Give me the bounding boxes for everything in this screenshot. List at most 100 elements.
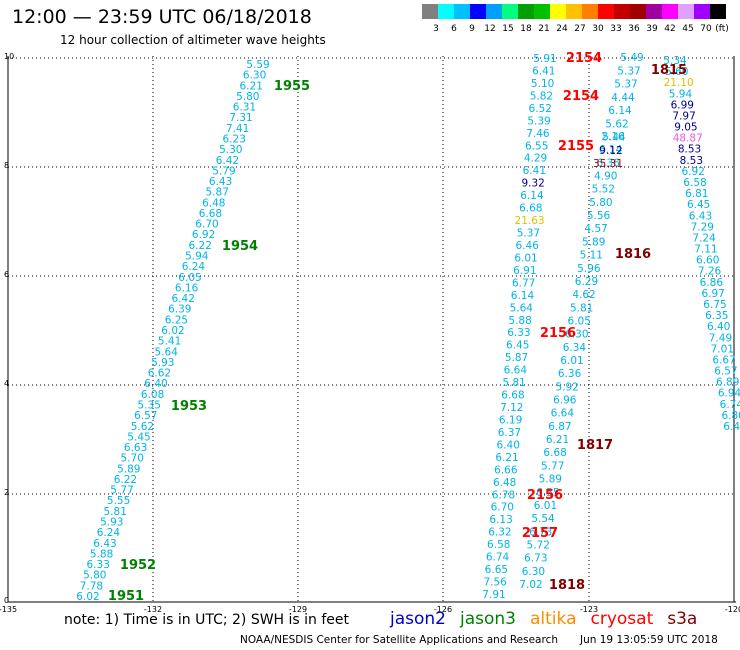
wave-height-value: 6.32: [488, 527, 511, 539]
wave-height-value: 6.92: [681, 166, 704, 178]
wave-height-value: 8.53: [680, 155, 703, 167]
legend-unit: (ft): [715, 24, 729, 34]
wave-height-value: 6.55: [525, 140, 548, 152]
wave-height-value: 5.35: [138, 399, 161, 411]
wave-height-value: 7.24: [692, 232, 716, 244]
wave-height-value: 6.67: [712, 354, 735, 366]
wave-height-value: 6.30: [522, 566, 545, 578]
y-tick-label: 2: [4, 488, 9, 497]
wave-height-value: 6.01: [560, 355, 583, 367]
legend-swatch: [438, 4, 454, 19]
legend-label: 70: [700, 24, 712, 34]
wave-height-value: 5.89: [582, 236, 605, 248]
wave-height-value: 5.89: [539, 474, 562, 486]
legend-swatch: [614, 4, 630, 19]
wave-height-value: 6.64: [551, 408, 575, 420]
wave-height-value: 7.97: [672, 110, 695, 122]
wave-height-value: 6.40: [497, 439, 520, 451]
pass-time-label: 2154: [563, 89, 599, 104]
legend-swatch: [646, 4, 662, 19]
pass-time-label: 2155: [558, 139, 594, 154]
wave-height-value: 6.80: [721, 410, 740, 422]
wave-height-value: 6.43: [93, 538, 116, 550]
legend-swatch: [694, 4, 710, 19]
legend-swatch: [486, 4, 502, 19]
wave-height-value: 7.02: [519, 579, 542, 591]
wave-height-value: 5.64: [155, 346, 179, 358]
legend-label: 30: [592, 24, 604, 34]
wave-height-value: 5.88: [90, 548, 113, 560]
wave-height-value: 6.14: [511, 290, 535, 302]
wave-height-value: 7.12: [500, 402, 523, 414]
legend-label: 15: [502, 24, 514, 34]
wave-height-value: 4.90: [594, 171, 617, 183]
wave-height-value: 6.74: [720, 399, 740, 411]
pass-time-label: 1952: [120, 558, 156, 573]
wave-height-value: 4.29: [524, 153, 547, 165]
wave-height-value: 6.01: [534, 500, 557, 512]
wave-height-value: 5.62: [131, 421, 154, 433]
y-tick-label: 6: [4, 270, 9, 279]
wave-height-value: 5.92: [555, 381, 578, 393]
wave-height-value: 6.64: [504, 365, 528, 377]
units-note: note: 1) Time is in UTC; 2) SWH is in fe…: [64, 612, 350, 628]
wave-height-value: 6.48: [493, 477, 516, 489]
wave-height-value: 8.53: [678, 144, 701, 156]
y-tick-label: 4: [4, 379, 9, 388]
wave-height-value: 6.43: [689, 210, 712, 222]
wave-height-value: 5.59: [246, 59, 269, 71]
wave-height-value: 6.91: [513, 265, 536, 277]
x-tick-label: -120: [725, 605, 740, 614]
wave-height-value: 6.19: [499, 414, 522, 426]
legend-swatch: [550, 4, 566, 19]
wave-height-value: 5.45: [127, 431, 150, 443]
legend-swatch: [534, 4, 550, 19]
wave-height-value: 6.68: [543, 447, 566, 459]
wave-height-value: 5.70: [121, 453, 144, 465]
wave-height-value: 6.16: [175, 282, 199, 294]
satellite-jason3: jason3: [460, 609, 516, 629]
pass-time-label: 2157: [522, 526, 558, 541]
wave-height-value: 35.31: [593, 158, 623, 170]
wave-height-value: 6.43: [209, 176, 232, 188]
wave-height-value: 6.45: [506, 340, 529, 352]
wave-height-value: 6.63: [124, 442, 147, 454]
wave-height-value: 5.10: [531, 78, 554, 90]
legend-label: 9: [469, 24, 475, 34]
wave-height-value: 6.21: [546, 434, 569, 446]
wave-height-value: 5.60: [665, 66, 688, 78]
axis-ticks: -135 -132 -129 -126 -123 -120 0 2 4 6 8 10: [0, 52, 740, 614]
legend-label: 33: [610, 24, 622, 34]
wave-height-value: 6.78: [492, 489, 515, 501]
pass-time-label: 2156: [527, 488, 563, 503]
wave-height-value: 7.78: [80, 580, 103, 592]
legend-label: 18: [520, 24, 532, 34]
wave-height-value: 5.93: [151, 357, 174, 369]
wave-height-value: 6.22: [114, 474, 137, 486]
wave-height-value: 6.46: [516, 240, 540, 252]
wave-height-value: 6.86: [700, 277, 724, 289]
wave-height-value: 9.12: [599, 145, 622, 157]
legend-swatch: [582, 4, 598, 19]
wave-height-value: 5.80: [236, 91, 259, 103]
wave-height-value: 6.45: [687, 199, 710, 211]
legend-swatch: [678, 4, 694, 19]
wave-height-value: 6.24: [97, 527, 121, 539]
wave-height-value: 5.88: [508, 315, 531, 327]
legend-swatch: [518, 4, 534, 19]
legend-swatch: [470, 4, 486, 19]
legend-label: 36: [628, 24, 640, 34]
wave-height-value: 6.92: [192, 229, 215, 241]
wave-height-value: 5.11: [580, 250, 603, 262]
x-tick-label: -132: [144, 605, 162, 614]
wave-height-value: 6.30: [243, 70, 266, 82]
wave-height-value: 5.49: [620, 52, 643, 64]
legend-label: 45: [682, 24, 694, 34]
wave-height-value: 6.41: [523, 165, 546, 177]
wave-height-value: 5.56: [587, 210, 611, 222]
wave-height-value: 5.41: [158, 336, 181, 348]
wave-height-value: 6.01: [514, 252, 537, 264]
wave-height-value: 6.24: [182, 261, 206, 273]
wave-height-value: 5.82: [530, 90, 553, 102]
